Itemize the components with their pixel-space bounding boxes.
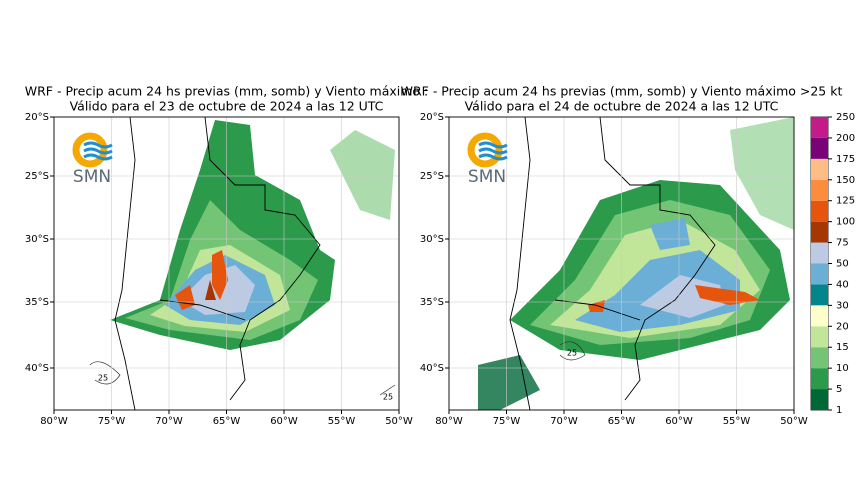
colorbar-segment [811, 179, 828, 201]
colorbar-segment [811, 117, 828, 138]
colorbar-label: 150 [836, 175, 855, 186]
y-tick-label: 25°S [420, 171, 444, 182]
colorbar-segment [811, 284, 828, 306]
y-tick-label: 20°S [420, 112, 444, 123]
colorbar-segment [811, 347, 828, 369]
x-tick-label: 80°W [40, 416, 68, 427]
x-tick-label: 50°W [780, 416, 808, 427]
x-tick-label: 60°W [665, 416, 693, 427]
colorbar-label: 10 [836, 363, 849, 374]
axes-frame [53, 116, 400, 411]
colorbar-segment [811, 263, 828, 285]
logo-wave [478, 153, 508, 161]
colorbar-label: 15 [836, 342, 849, 353]
x-tick-label: 80°W [435, 416, 463, 427]
colorbar-label: 125 [836, 196, 855, 207]
logo-wave [83, 141, 113, 149]
panel-title: WRF - Precip acum 24 hs previas (mm, som… [401, 84, 843, 99]
logo-text: SMN [73, 167, 111, 187]
colorbar-segment [811, 242, 828, 264]
colorbar-segment [811, 221, 828, 243]
logo-ring [467, 132, 503, 168]
colorbar-label: 20 [836, 321, 849, 332]
x-tick-label: 75°W [98, 416, 126, 427]
logo-wave [478, 141, 508, 149]
x-tick-label: 55°W [328, 416, 356, 427]
colorbar-label: 75 [836, 238, 849, 249]
x-tick-label: 65°W [213, 416, 241, 427]
axes-frame [448, 116, 795, 411]
logo-wave [83, 147, 113, 155]
colorbar-segment [811, 326, 828, 348]
colorbar-segment [811, 389, 828, 410]
colorbar-segment [811, 305, 828, 327]
panel-subtitle: Válido para el 24 de octubre de 2024 a l… [465, 99, 779, 114]
colorbar-segment [811, 368, 828, 390]
y-tick-label: 20°S [25, 112, 49, 123]
y-tick-label: 30°S [420, 234, 444, 245]
colorbar-label: 30 [836, 300, 849, 311]
contour-label: 25 [98, 374, 108, 383]
y-tick-label: 40°S [420, 363, 444, 374]
y-tick-label: 35°S [420, 297, 444, 308]
y-tick-label: 25°S [25, 171, 49, 182]
colorbar-segment [811, 200, 828, 222]
panel-title: WRF - Precip acum 24 hs previas (mm, som… [25, 84, 429, 99]
x-tick-label: 70°W [155, 416, 183, 427]
x-tick-label: 60°W [270, 416, 298, 427]
colorbar-segment [811, 137, 828, 159]
y-tick-label: 40°S [25, 363, 49, 374]
logo-text: SMN [468, 167, 506, 187]
x-tick-label: 50°W [385, 416, 413, 427]
contour-label: 25 [383, 393, 393, 402]
borders [89, 116, 716, 411]
colorbar-label: 250 [836, 112, 855, 123]
colorbar-label: 175 [836, 154, 855, 165]
logo-wave [478, 147, 508, 155]
x-tick-label: 65°W [608, 416, 636, 427]
logo-wave [83, 153, 113, 161]
colorbar-label: 50 [836, 259, 849, 270]
colorbar-label: 200 [836, 133, 855, 144]
x-tick-label: 55°W [723, 416, 751, 427]
colorbar-label: 40 [836, 279, 849, 290]
colorbar-label: 1 [836, 405, 842, 416]
colorbar-label: 5 [836, 384, 842, 395]
x-tick-label: 75°W [493, 416, 521, 427]
precip-field [110, 120, 395, 350]
colorbar-segment [811, 158, 828, 180]
panel-subtitle: Válido para el 23 de octubre de 2024 a l… [70, 99, 384, 114]
y-tick-label: 35°S [25, 297, 49, 308]
x-tick-label: 70°W [550, 416, 578, 427]
y-tick-label: 30°S [25, 234, 49, 245]
contour-label: 25 [567, 349, 577, 358]
precip-field [478, 117, 794, 410]
logo-ring [72, 132, 108, 168]
colorbar-label: 100 [836, 217, 855, 228]
